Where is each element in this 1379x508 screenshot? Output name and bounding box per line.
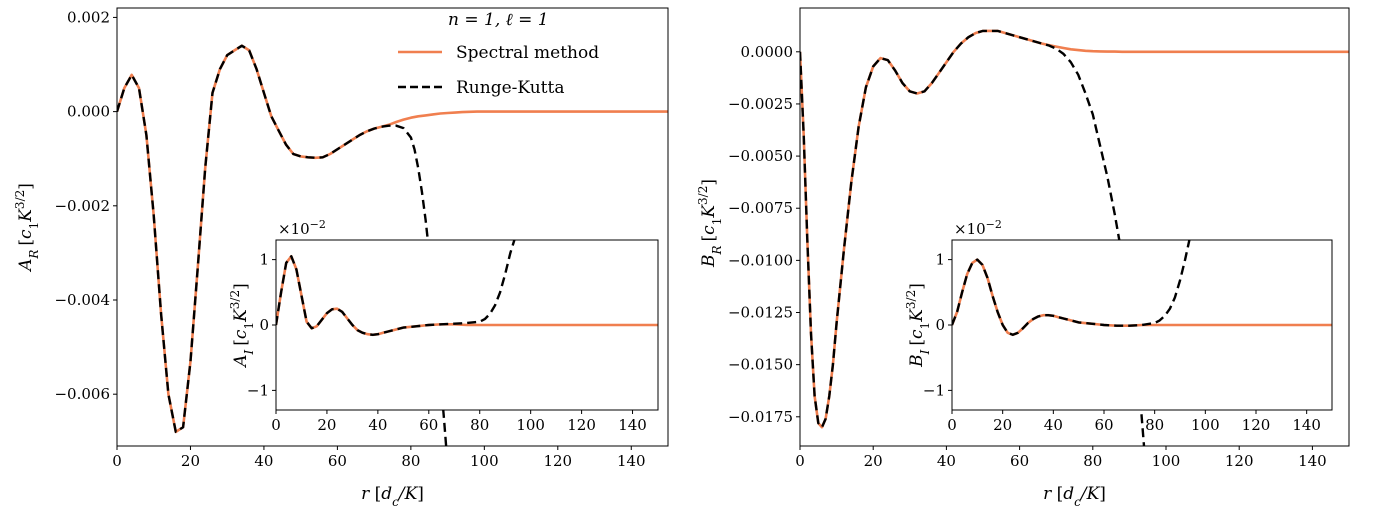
x-tick-label: 40 [1044,416,1063,434]
x-tick-label: 20 [993,416,1012,434]
x-tick-label: 120 [1225,452,1254,470]
x-tick-label: 140 [1298,452,1327,470]
x-tick-label: 60 [1010,452,1029,470]
x-tick-label: 80 [1083,452,1102,470]
y-tick-label: −0.0125 [728,304,793,322]
x-tick-label: 140 [618,416,647,434]
y-tick-label: 1 [259,251,269,269]
x-tick-label: 140 [1292,416,1321,434]
y-tick-label: 0 [935,316,945,334]
right-inset-y-axis-label: BI[c1K3/2] [904,283,932,368]
x-tick-label: 80 [470,416,489,434]
left-inset-offset-label: ×10−2 [278,218,326,239]
x-tick-label: 60 [419,416,438,434]
figure-panels: 0 20 40 60 80 100 120 1400.0020.000−0.002−0.004… [13,7,1350,508]
x-tick-label: 100 [1191,416,1220,434]
x-tick-label: 120 [543,452,572,470]
left-inset-y-axis-label: AI[c1K3/2] [228,283,256,369]
y-tick-label: 0.000 [67,103,110,121]
legend: n = 1, ℓ = 1 Spectral method Runge-Kutta [398,10,599,98]
y-tick-label: 0 [259,316,269,334]
y-tick-label: 1 [935,251,945,269]
x-tick-label: 0 [112,452,122,470]
left-main-series-runge-kutta [117,44,448,446]
x-tick-label: 120 [567,416,596,434]
left-main-y-axis-label: AR[c1K3/2] [13,183,41,273]
right-main-y-axis-label: BR[c1K3/2] [696,179,724,268]
x-tick-label: 140 [617,452,646,470]
y-tick-label: −0.0025 [728,95,793,113]
x-tick-label: 40 [254,452,273,470]
x-tick-label: 20 [317,416,336,434]
y-tick-label: −0.002 [54,197,110,215]
x-tick-label: 100 [516,416,545,434]
x-tick-label: 20 [864,452,883,470]
x-tick-label: 60 [328,452,347,470]
x-tick-label: 0 [271,416,281,434]
y-tick-label: −1 [923,381,945,399]
right-main-frame [799,7,1350,447]
x-tick-label: 100 [470,452,499,470]
y-tick-label: −0.006 [54,385,110,403]
right-inset-offset-label: ×10−2 [954,218,1002,239]
right-inset-series-runge-kutta [952,240,1191,336]
y-tick-label: −0.004 [54,291,110,309]
x-tick-label: 80 [401,452,420,470]
x-tick-label: 40 [368,416,387,434]
y-tick-label: −1 [247,381,269,399]
legend-label-spectral: Spectral method [456,43,599,63]
x-tick-label: 20 [181,452,200,470]
y-tick-label: −0.0175 [728,408,793,426]
y-tick-label: −0.0050 [728,147,793,165]
y-tick-label: 0.0000 [741,43,794,61]
y-tick-label: −0.0075 [728,199,793,217]
left-main-frame [116,7,669,447]
legend-label-runge-kutta: Runge-Kutta [456,78,564,98]
x-tick-label: 40 [937,452,956,470]
y-tick-label: 0.002 [67,8,110,26]
x-tick-label: 120 [1242,416,1271,434]
x-tick-label: 0 [795,452,805,470]
right-main-x-axis-label: r [dc/K] [1043,484,1106,508]
y-tick-label: −0.0100 [728,251,793,269]
left-inset-series-runge-kutta [276,240,516,336]
left-main-x-axis-label: r [dc/K] [361,484,424,508]
x-tick-label: 60 [1094,416,1113,434]
x-tick-label: 80 [1145,416,1164,434]
x-tick-label: 0 [947,416,957,434]
x-tick-label: 100 [1152,452,1181,470]
y-tick-label: −0.0150 [728,356,793,374]
legend-title: n = 1, ℓ = 1 [448,10,549,30]
